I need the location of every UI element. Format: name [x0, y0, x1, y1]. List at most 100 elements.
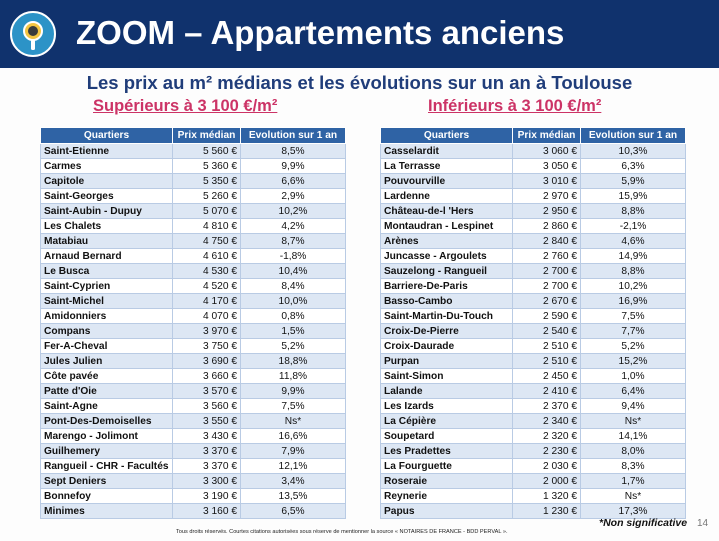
price-cell: 2 670 € — [512, 293, 581, 309]
quartier-cell: Matabiau — [40, 233, 173, 249]
evolution-cell: 5,9% — [580, 173, 686, 189]
price-cell: 3 430 € — [172, 428, 241, 444]
quartier-cell: Amidonniers — [40, 308, 173, 324]
quartier-cell: Saint-Agne — [40, 398, 173, 414]
price-cell: 2 540 € — [512, 323, 581, 339]
table-row: Croix-Daurade 2 510 €5,2% — [380, 338, 686, 354]
table-row: Saint-Cyprien 4 520 €8,4% — [40, 278, 346, 294]
price-cell: 2 860 € — [512, 218, 581, 234]
quartier-cell: Guilhemery — [40, 443, 173, 459]
table-row: Marengo - Jolimont 3 430 €16,6% — [40, 428, 346, 444]
evolution-cell: 8,5% — [240, 143, 346, 159]
table-row: Les Pradettes 2 230 €8,0% — [380, 443, 686, 459]
column-header-quartiers: Quartiers — [380, 127, 513, 144]
quartier-cell: Soupetard — [380, 428, 513, 444]
evolution-cell: 12,1% — [240, 458, 346, 474]
price-cell: 2 000 € — [512, 473, 581, 489]
price-cell: 2 340 € — [512, 413, 581, 429]
quartier-cell: Pouvourville — [380, 173, 513, 189]
table-row: Saint-Aubin - Dupuy 5 070 €10,2% — [40, 203, 346, 219]
quartier-cell: Côte pavée — [40, 368, 173, 384]
quartier-cell: Carmes — [40, 158, 173, 174]
price-cell: 2 320 € — [512, 428, 581, 444]
quartier-cell: Minimes — [40, 503, 173, 519]
table-row: Capitole 5 350 €6,6% — [40, 173, 346, 189]
evolution-cell: 10,4% — [240, 263, 346, 279]
price-cell: 3 060 € — [512, 143, 581, 159]
table-row: Saint-Georges 5 260 €2,9% — [40, 188, 346, 204]
evolution-cell: 14,9% — [580, 248, 686, 264]
table-row: Bonnefoy 3 190 €13,5% — [40, 488, 346, 504]
table-row: Fer-A-Cheval 3 750 €5,2% — [40, 338, 346, 354]
magnifier-icon — [10, 11, 56, 57]
evolution-cell: 8,8% — [580, 203, 686, 219]
quartier-cell: Saint-Michel — [40, 293, 173, 309]
quartier-cell: Le Busca — [40, 263, 173, 279]
quartier-cell: Lalande — [380, 383, 513, 399]
quartier-cell: Jules Julien — [40, 353, 173, 369]
evolution-cell: -2,1% — [580, 218, 686, 234]
table-row: Lardenne 2 970 €15,9% — [380, 188, 686, 204]
quartier-cell: Patte d'Oie — [40, 383, 173, 399]
header-banner: ZOOM – Appartements anciens — [0, 0, 719, 68]
evolution-cell: 8,3% — [580, 458, 686, 474]
table-row: Arnaud Bernard 4 610 € -1,8% — [40, 248, 346, 264]
copyright-notice: Tous droits réservés. Courtes citations … — [176, 529, 508, 535]
price-cell: 2 450 € — [512, 368, 581, 384]
price-cell: 2 760 € — [512, 248, 581, 264]
table-row: La Cépière 2 340 € Ns* — [380, 413, 686, 429]
quartier-cell: Saint-Simon — [380, 368, 513, 384]
evolution-cell: 10,0% — [240, 293, 346, 309]
table-row: Saint-Etienne 5 560 €8,5% — [40, 143, 346, 159]
price-cell: 2 510 € — [512, 338, 581, 354]
evolution-cell: 8,4% — [240, 278, 346, 294]
evolution-cell: 7,9% — [240, 443, 346, 459]
quartier-cell: Les Izards — [380, 398, 513, 414]
evolution-cell: 8,0% — [580, 443, 686, 459]
table-row: Papus 1 230 €17,3% — [380, 503, 686, 519]
table-header-row: Quartiers Prix médian Evolution sur 1 an — [40, 127, 346, 144]
price-cell: 3 690 € — [172, 353, 241, 369]
quartier-cell: Reynerie — [380, 488, 513, 504]
price-cell: 2 230 € — [512, 443, 581, 459]
evolution-cell: Ns* — [580, 488, 686, 504]
table-row: Rangueil - CHR - Facultés 3 370 €12,1% — [40, 458, 346, 474]
table-row: Saint-Martin-Du-Touch 2 590 €7,5% — [380, 308, 686, 324]
table-header-row: Quartiers Prix médian Evolution sur 1 an — [380, 127, 686, 144]
table-row: Croix-De-Pierre 2 540 €7,7% — [380, 323, 686, 339]
price-cell: 2 410 € — [512, 383, 581, 399]
evolution-cell: 3,4% — [240, 473, 346, 489]
price-cell: 2 700 € — [512, 278, 581, 294]
table-row: Barriere-De-Paris 2 700 €10,2% — [380, 278, 686, 294]
quartier-cell: Rangueil - CHR - Facultés — [40, 458, 173, 474]
price-cell: 3 570 € — [172, 383, 241, 399]
price-cell: 2 030 € — [512, 458, 581, 474]
evolution-cell: 15,2% — [580, 353, 686, 369]
price-cell: 5 260 € — [172, 188, 241, 204]
quartier-cell: Les Pradettes — [380, 443, 513, 459]
quartier-cell: Sept Deniers — [40, 473, 173, 489]
price-cell: 4 170 € — [172, 293, 241, 309]
table-row: Le Busca 4 530 €10,4% — [40, 263, 346, 279]
evolution-cell: Ns* — [240, 413, 346, 429]
evolution-cell: 18,8% — [240, 353, 346, 369]
quartier-cell: Casselardit — [380, 143, 513, 159]
evolution-cell: 7,5% — [240, 398, 346, 414]
price-cell: 2 970 € — [512, 188, 581, 204]
table-above-3100: Quartiers Prix médian Evolution sur 1 an… — [40, 127, 346, 519]
evolution-cell: 4,2% — [240, 218, 346, 234]
price-cell: 2 510 € — [512, 353, 581, 369]
quartier-cell: Saint-Georges — [40, 188, 173, 204]
quartier-cell: Pont-Des-Demoiselles — [40, 413, 173, 429]
price-cell: 5 350 € — [172, 173, 241, 189]
evolution-cell: 16,6% — [240, 428, 346, 444]
price-cell: 3 750 € — [172, 338, 241, 354]
quartier-cell: La Terrasse — [380, 158, 513, 174]
quartier-cell: Juncasse - Argoulets — [380, 248, 513, 264]
quartier-cell: Roseraie — [380, 473, 513, 489]
table-row: Montaudran - Lespinet 2 860 € -2,1% — [380, 218, 686, 234]
section-title-below: Inférieurs à 3 100 €/m² — [428, 97, 602, 115]
price-cell: 3 550 € — [172, 413, 241, 429]
quartier-cell: Marengo - Jolimont — [40, 428, 173, 444]
